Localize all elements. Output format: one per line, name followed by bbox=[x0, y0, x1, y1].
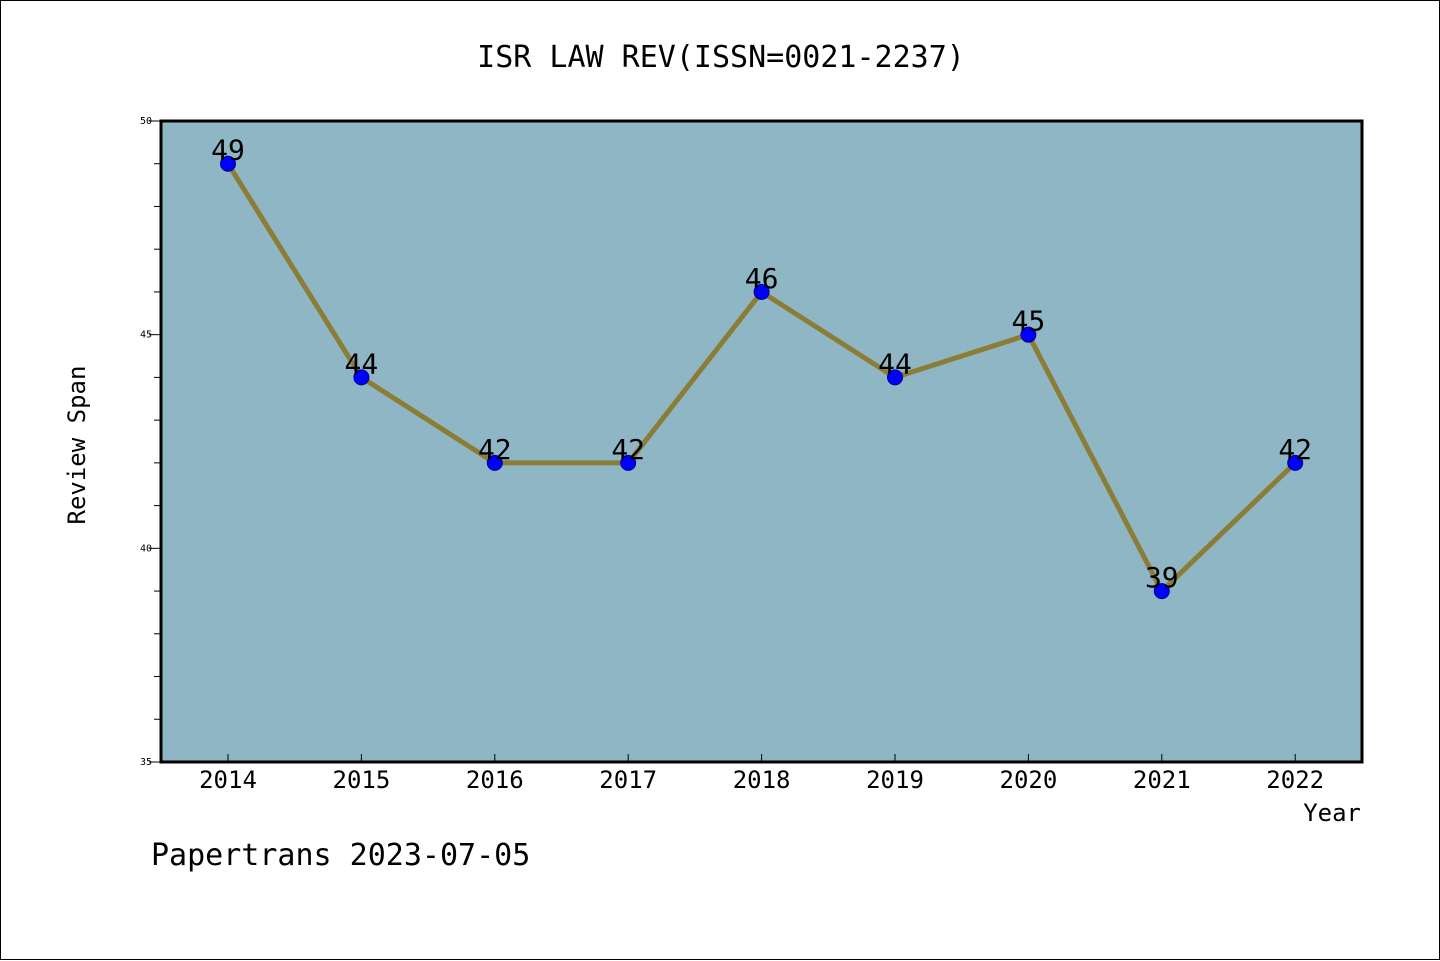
plot-area bbox=[159, 119, 1364, 764]
x-tick-label: 2014 bbox=[199, 766, 257, 794]
x-tick-label: 2019 bbox=[866, 766, 924, 794]
x-axis-label: Year bbox=[1303, 799, 1361, 827]
data-label: 39 bbox=[1145, 561, 1179, 594]
data-point-marker bbox=[1153, 583, 1170, 600]
x-tick-label: 2015 bbox=[333, 766, 391, 794]
footer-caption: Papertrans 2023-07-05 bbox=[151, 838, 530, 873]
y-axis: 35 40 45 50 bbox=[140, 116, 161, 768]
x-tick-label: 2021 bbox=[1133, 766, 1191, 794]
series-review-span bbox=[220, 155, 1304, 600]
x-tick-label: 2020 bbox=[1000, 766, 1058, 794]
y-axis-label: Review Span bbox=[63, 366, 91, 525]
y-tick-label: 45 bbox=[140, 330, 152, 341]
data-label: 46 bbox=[745, 262, 779, 295]
data-point-marker bbox=[620, 454, 637, 471]
x-axis: 2014 2015 2016 2017 2018 2019 2020 2021 2022 bbox=[199, 754, 1324, 794]
data-point-marker bbox=[220, 155, 236, 172]
data-label: 44 bbox=[878, 347, 912, 380]
data-label: 44 bbox=[345, 347, 379, 380]
data-point-marker bbox=[887, 369, 903, 386]
data-labels: 49 44 42 42 46 44 45 39 42 bbox=[211, 134, 1312, 594]
y-tick-label: 40 bbox=[140, 543, 152, 554]
x-tick-label: 2017 bbox=[599, 766, 657, 794]
data-label: 49 bbox=[211, 134, 245, 167]
x-tick-label: 2018 bbox=[733, 766, 791, 794]
x-tick-label: 2022 bbox=[1266, 766, 1324, 794]
data-label: 45 bbox=[1012, 305, 1046, 338]
y-tick-label: 35 bbox=[140, 757, 152, 768]
data-point-marker bbox=[753, 283, 770, 300]
data-point-marker bbox=[1020, 326, 1037, 343]
data-label: 42 bbox=[611, 433, 645, 466]
x-tick-label: 2016 bbox=[466, 766, 524, 794]
data-label: 42 bbox=[1278, 433, 1312, 466]
data-label: 42 bbox=[478, 433, 512, 466]
data-point-marker bbox=[1287, 454, 1304, 471]
y-tick-label: 50 bbox=[140, 116, 152, 127]
data-point-marker bbox=[486, 454, 503, 471]
data-point-marker bbox=[353, 369, 370, 386]
chart-title: ISR LAW REV(ISSN=0021-2237) bbox=[477, 40, 965, 75]
